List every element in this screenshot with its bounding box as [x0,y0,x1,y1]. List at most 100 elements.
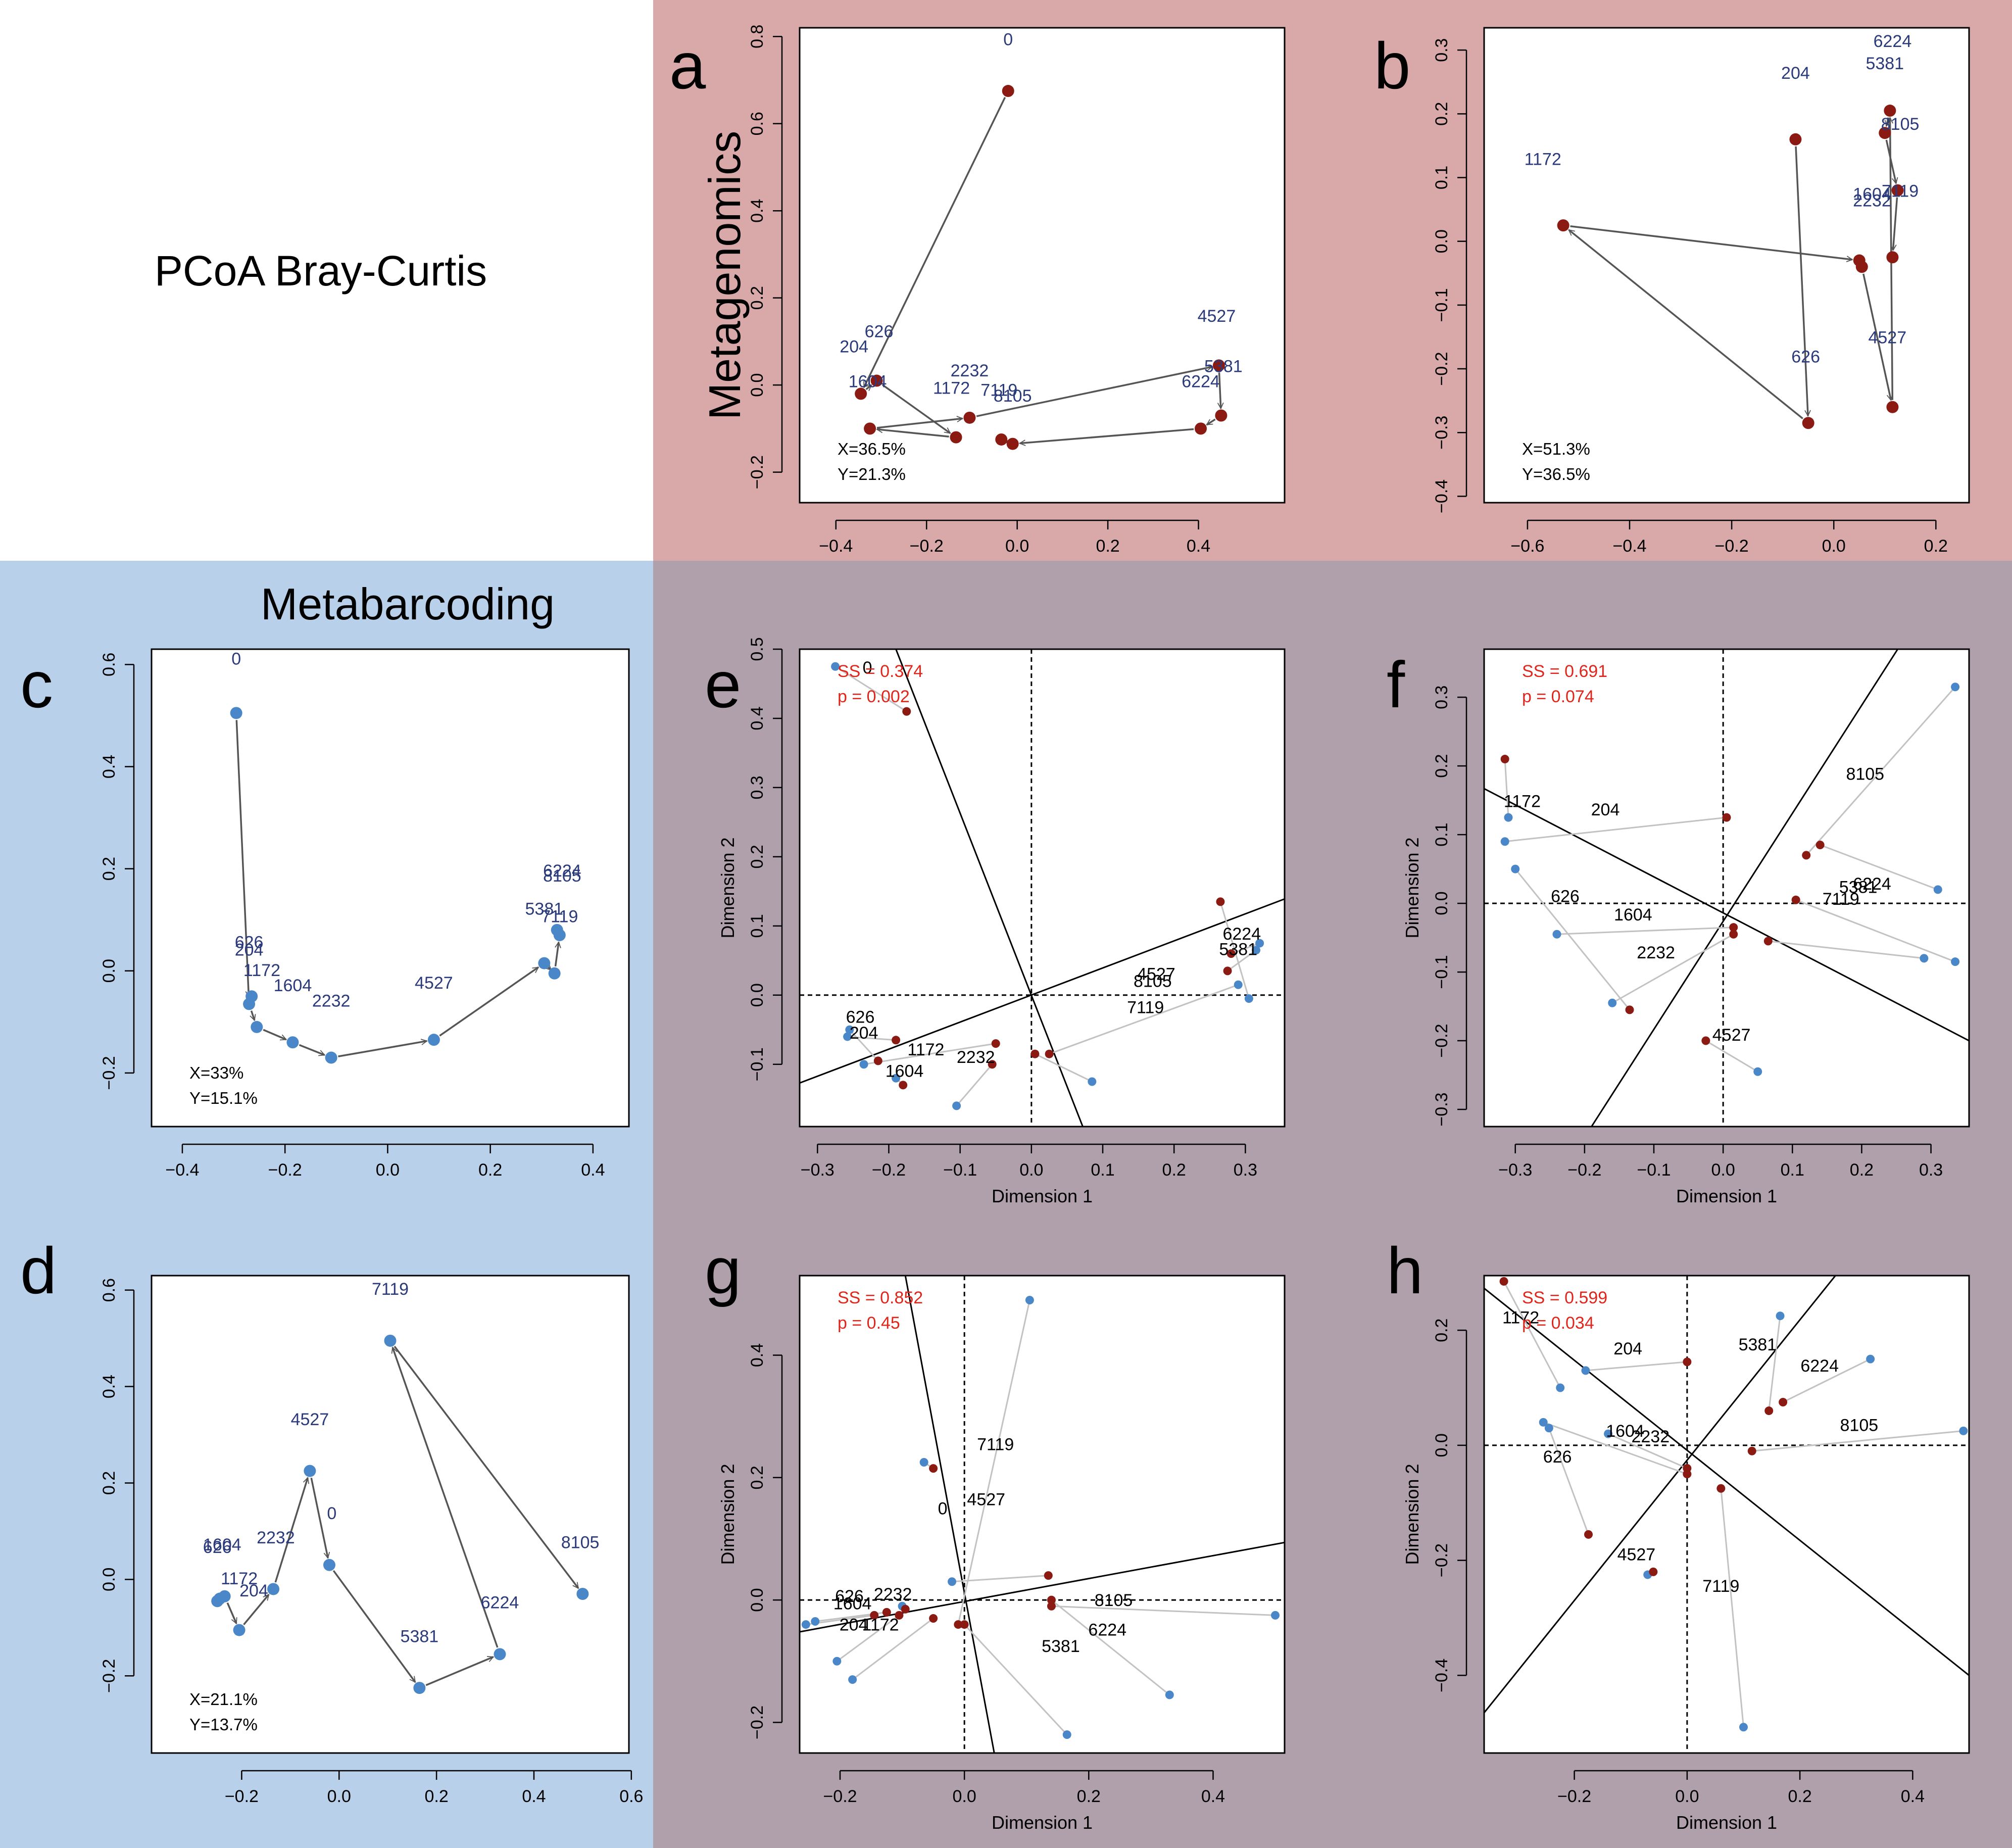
x-tick-label: 0.3 [1234,1160,1257,1180]
metabarcoding-point-626 [1511,864,1520,873]
trajectory-arrow [1893,197,1898,251]
metabarcoding-point-2232 [1604,1429,1613,1438]
variance-x: X=21.1% [189,1690,258,1709]
point-label: 626 [865,322,894,341]
sample-point-2232 [963,411,976,424]
trajectory-arrow [274,1478,308,1583]
metagenomics-point-1604 [882,1608,891,1617]
point-label: 8105 [1881,115,1920,134]
metabarcoding-point-626 [845,1025,854,1034]
procrustes-p: p = 0.45 [838,1314,900,1333]
metagenomics-point-4527 [1649,1567,1658,1576]
panel-letter-d: d [20,1234,57,1307]
y-tick-label: −0.1 [748,1047,767,1081]
trajectory-arrow [243,1594,270,1625]
point-label: 0 [231,649,241,668]
y-tick-label: 0.4 [100,1375,119,1398]
metabarcoding-point-8105 [1959,1426,1968,1435]
y-tick-label: −0.2 [1432,352,1451,385]
procrustes-link [1768,940,1925,959]
trajectory-arrow [1862,273,1891,400]
metagenomics-point-8105 [1747,1446,1756,1455]
y-tick-label: −0.2 [1432,1024,1451,1057]
point-label: 1604 [1853,185,1891,204]
trajectory-arrow [1885,139,1896,183]
plot-area-h [1483,1275,1970,1754]
metabarcoding-point-1604 [1539,1418,1548,1427]
x-tick-label: 0.0 [327,1787,351,1806]
sample-point-4527 [1212,359,1225,372]
y-tick-label: 0.8 [748,25,767,48]
trajectory-arrow [976,367,1212,417]
sample-point-5381 [538,957,551,969]
y-tick-label: 0.4 [748,199,767,223]
point-label: 2232 [874,1585,912,1604]
x-tick-label: −0.4 [1612,537,1646,556]
y-axis-label: Dimension 2 [1402,1464,1422,1565]
metabarcoding-point-7119 [1920,954,1929,963]
point-label: 5381 [1042,1637,1080,1656]
point-label: 6224 [543,861,581,881]
point-label: 7119 [1702,1577,1739,1596]
trajectory-arrow [554,942,559,967]
metagenomics-point-6224 [1791,895,1800,904]
trajectory-arrow [439,966,538,1037]
procrustes-link [1051,1599,1170,1696]
sample-point-204 [233,1624,246,1636]
sample-point-6224 [1195,422,1207,435]
y-tick-label: 0.6 [100,653,119,676]
trajectory-arrow [263,1029,286,1039]
axes-e: −0.3 −0.2 −0.1 0.0 0.1 0.2 0.3 −0.1 0.0 0.1 0.2 0.3… [748,637,1257,1180]
trajectory-arrow [332,1570,416,1682]
plot-content-d: 0 204 626 1172 1604 2232 4527 7119 8105 6224 5381 [203,1280,600,1694]
panel-g: g −0.2 0.0 0.2 0.4 −0.2 0.0 0.2 0.4 Dimension 1 Di… [705,1234,1286,1833]
metagenomics-point-0 [929,1464,938,1473]
y-tick-label: 0.3 [1432,38,1451,62]
sample-point-204 [855,387,867,400]
metabarcoding-point-626 [801,1620,810,1629]
point-label: 6224 [1222,925,1261,944]
metabarcoding-point-0 [919,1458,928,1467]
metabarcoding-point-6224 [1255,939,1264,948]
rotation-axis [800,1541,1285,1633]
point-label: 7119 [1127,998,1164,1017]
point-label: 8105 [561,1533,600,1552]
metabarcoding-point-4527 [1234,980,1243,989]
y-tick-label: 0.2 [748,845,767,868]
panel-letter-e: e [705,648,741,721]
x-tick-label: 0.4 [522,1787,546,1806]
procrustes-ss: SS = 0.599 [1522,1288,1607,1307]
x-axis-label: Dimension 1 [992,1812,1093,1833]
point-label: 626 [235,933,264,952]
sample-point-0 [323,1559,335,1571]
metabarcoding-point-1172 [1504,813,1513,822]
procrustes-link [1607,1433,1688,1469]
point-label: 1604 [203,1535,241,1554]
point-label: 2232 [957,1048,995,1067]
procrustes-link [1805,686,1956,856]
metagenomics-point-6224 [1226,949,1236,958]
x-tick-label: 0.3 [1919,1160,1943,1180]
y-tick-label: −0.3 [1432,1092,1451,1126]
x-tick-label: −0.2 [910,537,944,556]
metabarcoding-point-0 [831,662,840,671]
metagenomics-point-1604 [1729,923,1738,932]
metabarcoding-point-2232 [1608,998,1617,1007]
metabarcoding-point-1604 [811,1617,820,1626]
y-tick-label: 0.0 [748,983,767,1007]
y-tick-label: 0.5 [748,637,767,661]
sample-point-2232 [1855,261,1868,273]
y-tick-label: 0.2 [100,857,119,881]
x-tick-label: 0.1 [1781,1160,1804,1180]
point-label: 1172 [862,1616,899,1635]
point-label: 1604 [886,1061,924,1081]
procrustes-link [1820,844,1938,891]
metagenomics-point-5381 [1223,966,1232,976]
procrustes-link [1049,984,1239,1055]
panel-c: c−0.4 −0.2 0.0 0.2 0.4−0.20.00.20.40.6 020462… [20,648,630,1180]
axes-f: −0.3 −0.2 −0.1 0.0 0.1 0.2 0.3 −0.3 −0.2 −0.1 0.0 0… [1432,686,1943,1180]
y-tick-label: 0.0 [100,959,119,983]
x-tick-label: −0.3 [1498,1160,1532,1180]
metagenomics-point-4527 [1044,1571,1053,1580]
